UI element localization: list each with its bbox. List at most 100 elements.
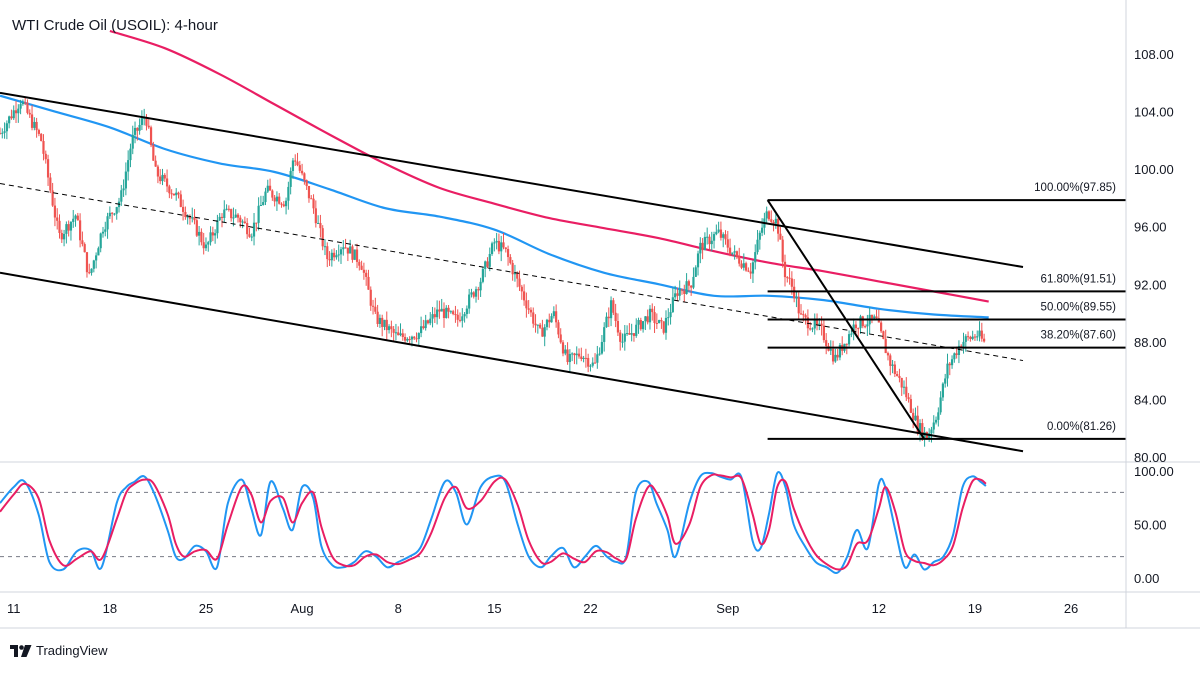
up-candle-body — [232, 217, 235, 219]
main-price-pane[interactable]: 100.00%(97.85) 61.80%(91.51) 50.00%(89.55)… — [0, 29, 1126, 453]
down-candle-body — [683, 290, 686, 294]
up-candle-body — [420, 326, 423, 334]
down-candle-body — [360, 265, 363, 270]
up-candle-body — [69, 221, 73, 231]
down-candle-body — [49, 177, 52, 191]
down-candle-body — [804, 315, 807, 318]
up-candle-body — [928, 433, 931, 440]
down-candle-body — [907, 397, 910, 400]
time-tick-label: 22 — [583, 601, 597, 616]
up-candle-body — [625, 333, 629, 335]
down-candle-body — [980, 330, 983, 339]
up-candle-body — [490, 243, 494, 254]
down-candle-body — [651, 308, 654, 313]
up-candle-body — [715, 231, 718, 235]
down-candle-body — [516, 272, 519, 279]
up-candle-body — [198, 231, 201, 236]
up-candle-body — [383, 319, 386, 327]
down-candle-body — [321, 228, 324, 247]
down-candle-body — [770, 219, 773, 222]
down-candle-body — [294, 160, 297, 162]
down-candle-body — [799, 313, 803, 315]
down-candle-body — [200, 231, 203, 243]
up-candle-body — [596, 354, 599, 363]
up-candle-body — [658, 320, 661, 324]
up-candle-body — [811, 328, 814, 330]
up-candle-body — [225, 208, 228, 210]
up-candle-body — [678, 289, 681, 296]
up-candle-body — [129, 148, 132, 161]
up-candle-body — [813, 320, 816, 329]
up-candle-body — [717, 229, 720, 232]
down-candle-body — [426, 320, 430, 324]
up-candle-body — [902, 386, 906, 388]
up-candle-body — [406, 338, 409, 341]
down-candle-body — [822, 325, 826, 341]
down-candle-body — [607, 316, 610, 319]
up-candle-body — [710, 240, 713, 245]
down-candle-body — [477, 289, 480, 291]
down-candle-body — [747, 270, 750, 272]
down-candle-body — [145, 117, 148, 126]
down-candle-body — [708, 236, 711, 245]
down-candle-body — [806, 317, 809, 329]
channel-top-line — [0, 91, 1024, 269]
tradingview-brand[interactable]: TradingView — [10, 643, 108, 658]
up-candle-body — [234, 214, 237, 218]
up-candle-body — [90, 268, 93, 273]
down-candle-body — [639, 320, 642, 330]
stochastic-pane[interactable] — [0, 471, 1126, 574]
down-candle-body — [30, 114, 34, 128]
up-candle-body — [941, 383, 945, 398]
down-candle-body — [442, 308, 446, 319]
down-candle-body — [559, 334, 562, 343]
chart-title: WTI Crude Oil (USOIL): 4-hour — [12, 17, 218, 34]
up-candle-body — [754, 252, 757, 263]
down-candle-body — [522, 291, 526, 301]
down-candle-body — [898, 375, 901, 378]
down-candle-body — [56, 217, 59, 221]
up-candle-body — [644, 316, 647, 322]
up-candle-body — [289, 170, 292, 187]
time-tick-label: 15 — [487, 601, 501, 616]
down-candle-body — [893, 364, 896, 375]
up-candle-body — [74, 215, 77, 219]
down-candle-body — [374, 306, 377, 312]
up-candle-body — [204, 244, 208, 249]
up-candle-body — [703, 236, 706, 251]
down-candle-body — [152, 145, 155, 161]
up-candle-body — [97, 248, 100, 256]
up-candle-body — [964, 336, 967, 342]
down-candle-body — [193, 217, 196, 221]
price-tick-label: 88.00 — [1134, 335, 1167, 350]
down-candle-body — [511, 262, 514, 275]
up-candle-body — [699, 242, 702, 254]
up-candle-body — [731, 252, 734, 254]
down-candle-body — [772, 221, 775, 224]
up-candle-body — [934, 419, 938, 423]
down-candle-body — [42, 141, 45, 154]
time-tick-label: 12 — [872, 601, 886, 616]
up-candle-body — [722, 234, 725, 238]
down-candle-body — [541, 327, 544, 337]
up-candle-body — [339, 249, 343, 255]
up-candle-body — [971, 336, 974, 339]
down-candle-body — [831, 349, 835, 362]
up-candle-body — [694, 267, 697, 277]
tradingview-logo-icon — [10, 644, 32, 657]
down-candle-body — [83, 244, 86, 253]
up-candle-body — [461, 316, 464, 321]
stochastic-axis-labels: 100.00 50.00 0.00 — [1134, 464, 1174, 586]
down-candle-body — [690, 285, 693, 288]
down-candle-body — [172, 193, 176, 196]
fibonacci-retracement[interactable]: 100.00%(97.85) 61.80%(91.51) 50.00%(89.55)… — [767, 182, 1126, 440]
price-tick-label: 92.00 — [1134, 277, 1167, 292]
down-candle-body — [362, 269, 365, 273]
up-candle-body — [852, 324, 855, 334]
down-candle-body — [46, 159, 50, 178]
up-candle-body — [1, 132, 4, 134]
up-candle-body — [175, 192, 178, 196]
up-candle-body — [932, 422, 935, 430]
up-candle-body — [138, 124, 141, 131]
